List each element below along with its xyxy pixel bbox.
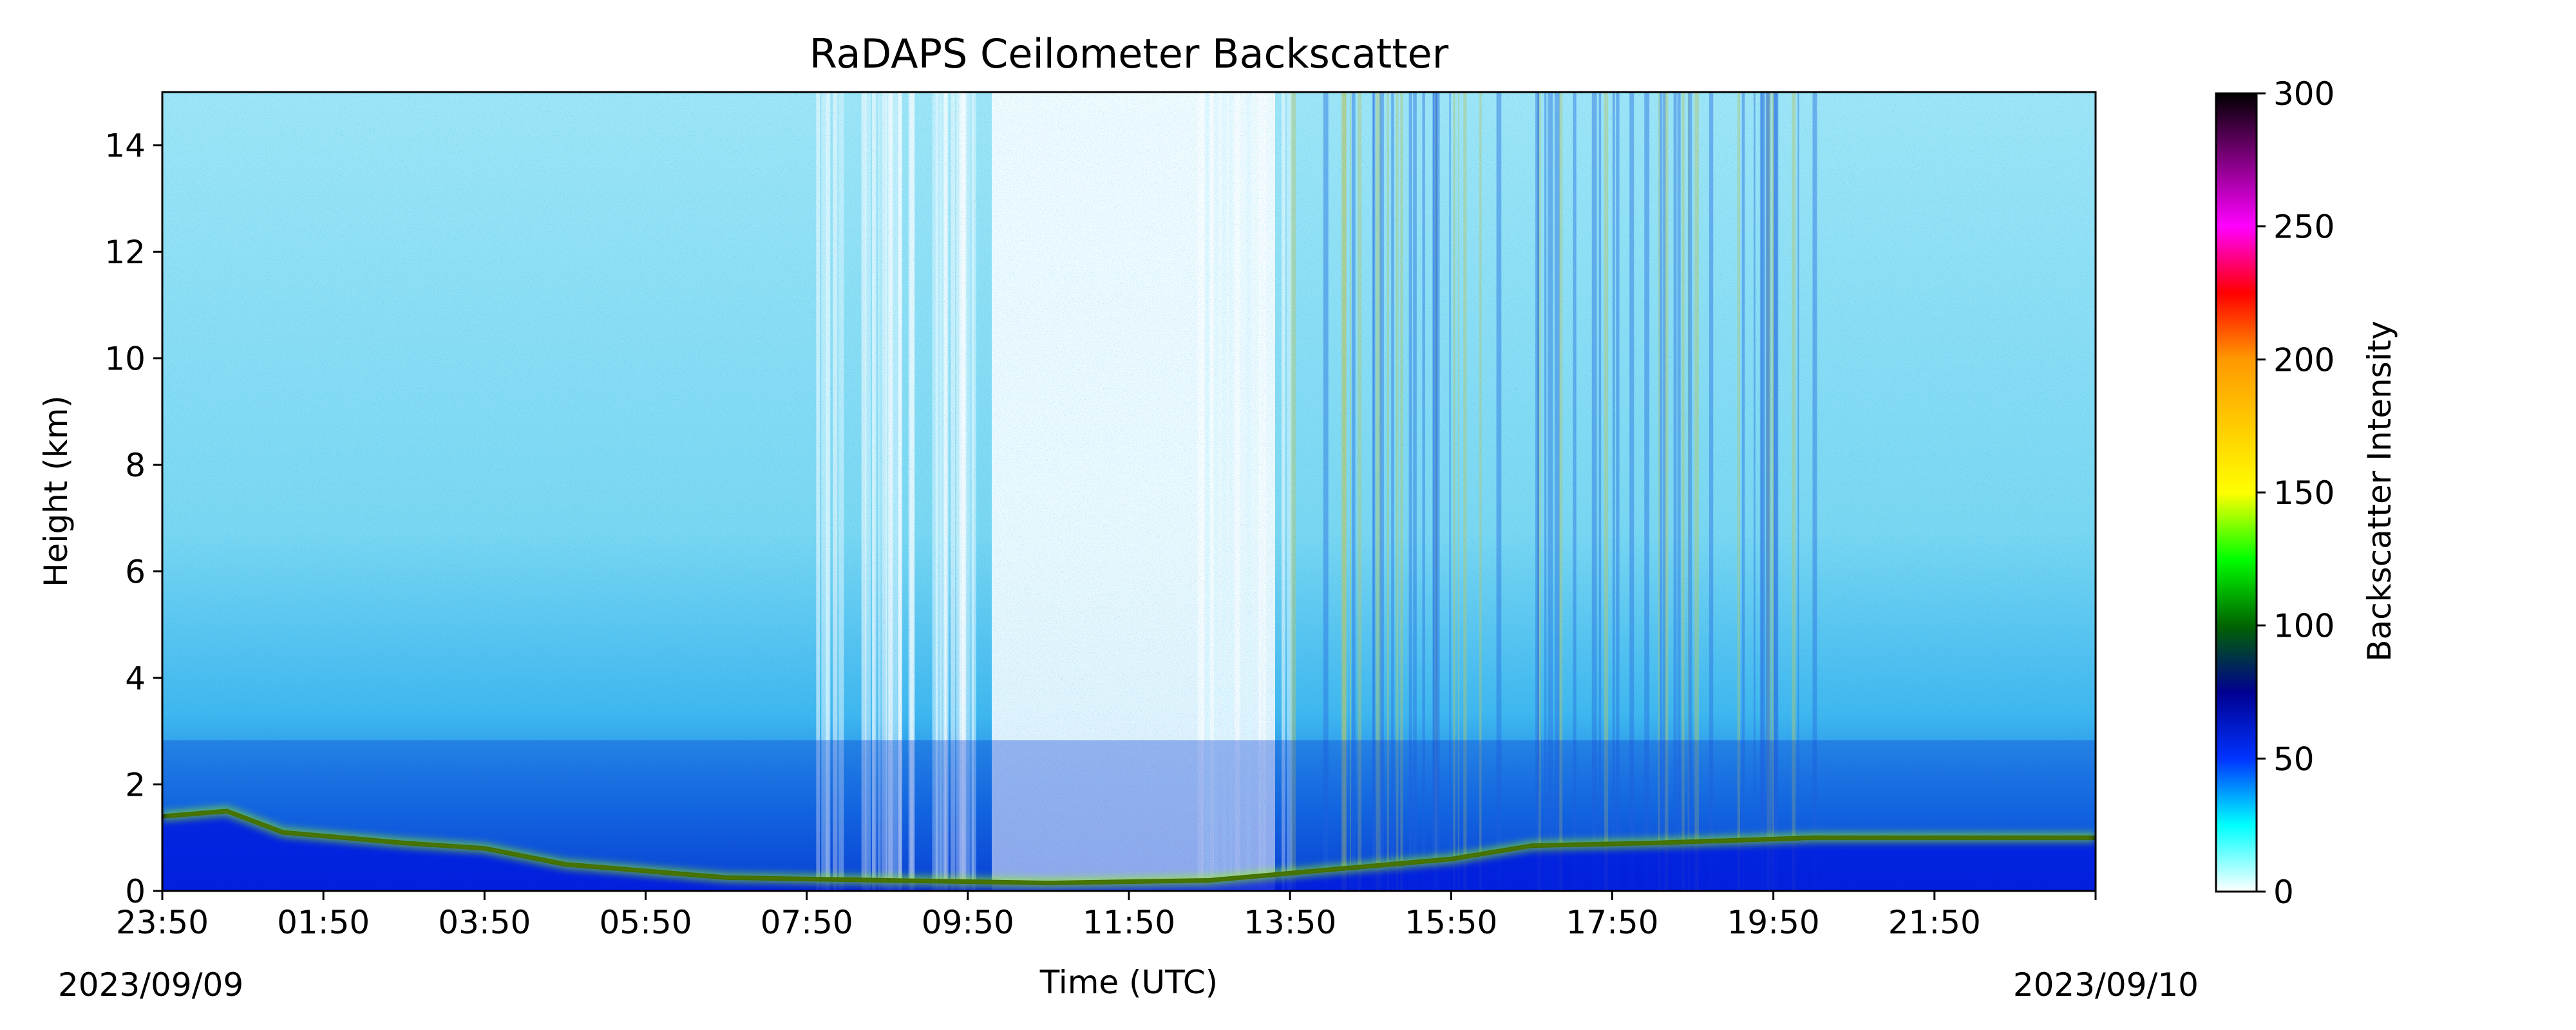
- start-date-label: 2023/09/09: [58, 966, 243, 1004]
- x-tick-label: 01:50: [277, 904, 370, 941]
- y-tick-label: 6: [125, 554, 146, 591]
- end-date-label: 2023/09/10: [2013, 966, 2199, 1004]
- y-tick-label: 8: [125, 447, 146, 484]
- colorbar-tick-label: 250: [2273, 209, 2334, 246]
- y-tick-label: 10: [104, 341, 146, 378]
- colorbar-tick-label: 0: [2273, 874, 2294, 911]
- colorbar-tick-label: 50: [2273, 740, 2315, 778]
- colorbar-ticks: 0 50 100 150 200 250 300: [2257, 75, 2334, 911]
- y-tick-label: 2: [125, 767, 146, 804]
- colorbar-fill: [2215, 92, 2258, 893]
- y-tick-label: 4: [125, 660, 146, 697]
- x-tick-label: 15:50: [1405, 904, 1497, 941]
- y-tick-label: 12: [104, 234, 146, 271]
- colorbar-label: Backscatter Intensity: [2361, 321, 2398, 662]
- colorbar-tick-label: 300: [2273, 75, 2334, 113]
- heatmap-plot-area: [162, 92, 2096, 891]
- x-tick-label: 09:50: [922, 904, 1014, 941]
- colorbar: 0 50 100 150 200 250 300 Backscatter Intensity: [2215, 75, 2398, 911]
- colorbar-tick-label: 100: [2273, 608, 2334, 645]
- heatmap-noise: [162, 92, 2096, 891]
- y-axis-label: Height (km): [37, 395, 75, 587]
- x-tick-label: 13:50: [1244, 904, 1336, 941]
- x-tick-label: 17:50: [1566, 904, 1658, 941]
- x-tick-label: 11:50: [1083, 904, 1175, 941]
- colorbar-tick-label: 150: [2273, 474, 2334, 512]
- chart-title: RaDAPS Ceilometer Backscatter: [810, 30, 1449, 77]
- x-tick-label: 21:50: [1888, 904, 1981, 941]
- x-tick-label: 05:50: [599, 904, 692, 941]
- y-tick-label: 14: [104, 127, 146, 165]
- boundary-layer-glow: [162, 806, 2096, 888]
- y-axis-ticks: 0 2 4 6 8 10 12 14: [104, 127, 162, 910]
- y-tick-label: 0: [125, 873, 146, 910]
- x-axis-ticks: 23:50 01:50 03:50 05:50 07:50 09:50 11:50 13:50…: [116, 891, 2097, 941]
- x-axis-label: Time (UTC): [1039, 964, 1218, 1001]
- x-tick-label: 19:50: [1727, 904, 1820, 941]
- x-tick-label: 03:50: [438, 904, 531, 941]
- x-tick-label: 23:50: [116, 904, 209, 941]
- colorbar-tick-label: 200: [2273, 341, 2334, 379]
- x-tick-label: 07:50: [761, 904, 853, 941]
